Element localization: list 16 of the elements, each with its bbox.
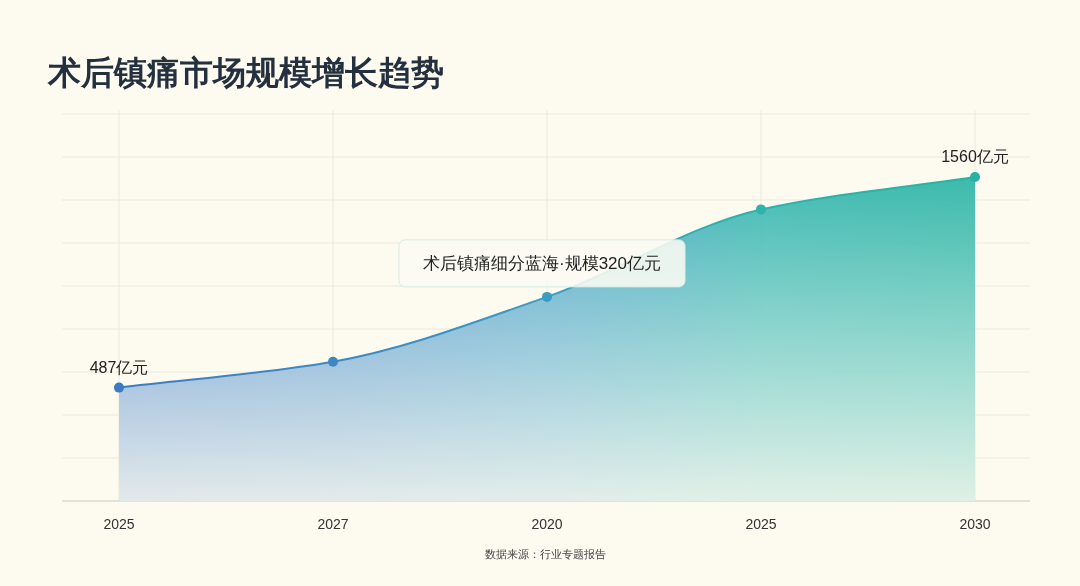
annotation: 术后镇痛细分蓝海·规模320亿元: [422, 253, 662, 273]
point: [542, 291, 552, 302]
chart-title: 术后镇痛市场规模增长趋势: [47, 54, 444, 91]
point: [970, 172, 980, 182]
callout: 术后镇痛细分蓝海·规模320亿元: [398, 239, 686, 288]
x-tick-label: 2020: [531, 516, 563, 532]
annotation: 1560亿元: [941, 148, 1009, 165]
annotation: 487亿元: [89, 358, 149, 376]
point: [328, 356, 338, 367]
source-note: 数据来源：行业专题报告: [484, 548, 606, 560]
x-tick-label: 2030: [959, 516, 991, 532]
point: [756, 204, 766, 215]
point: [114, 382, 124, 393]
x-tick-label: 2027: [317, 516, 349, 532]
x-tick-label: 2025: [745, 516, 777, 532]
x-tick-label: 2025: [103, 516, 135, 532]
